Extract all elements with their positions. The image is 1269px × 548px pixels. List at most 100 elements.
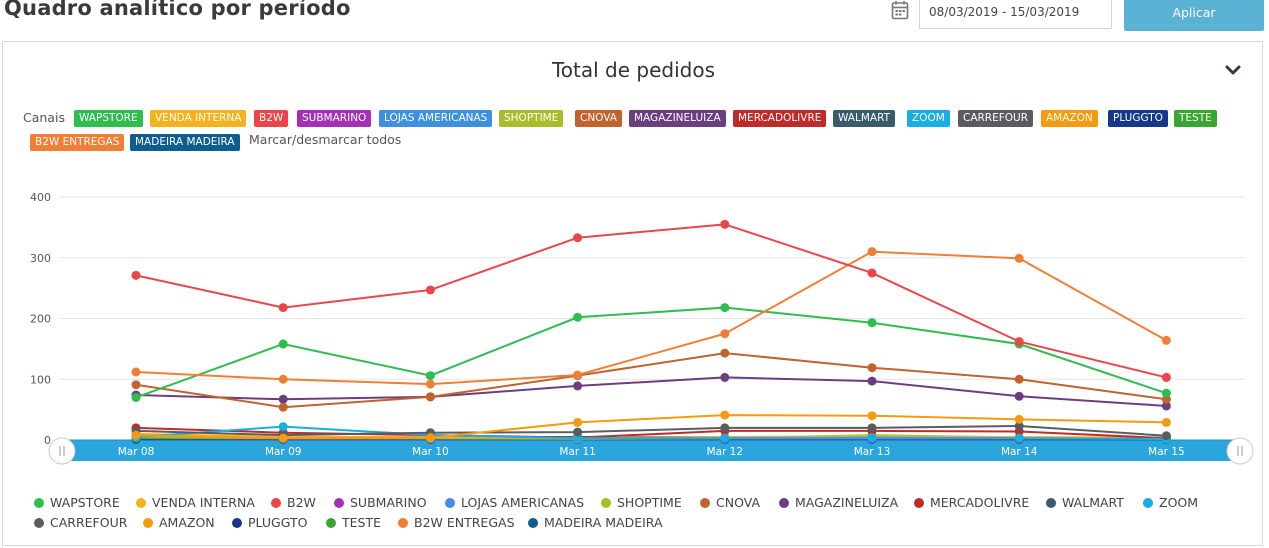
- data-point-magazineluiza[interactable]: [1161, 401, 1171, 411]
- data-point-b2w[interactable]: [1014, 337, 1024, 347]
- data-point-amazon[interactable]: [278, 433, 288, 443]
- legend-item-shoptime[interactable]: SHOPTIME: [601, 495, 682, 510]
- y-tick-label: 400: [30, 191, 51, 204]
- legend-item-venda-interna[interactable]: VENDA INTERNA: [136, 495, 255, 510]
- channel-tag-amazon[interactable]: AMAZON: [1041, 110, 1098, 127]
- legend-item-cnova[interactable]: CNOVA: [700, 495, 760, 510]
- series-line-mercadolivre: [135, 426, 1167, 440]
- channel-tag-lojas-americanas[interactable]: LOJAS AMERICANAS: [379, 110, 493, 127]
- data-point-carrefour[interactable]: [1161, 431, 1171, 441]
- data-point-cnova[interactable]: [278, 402, 288, 412]
- legend-item-lojas-americanas[interactable]: LOJAS AMERICANAS: [445, 495, 584, 510]
- data-point-carrefour[interactable]: [720, 423, 730, 433]
- date-range-input[interactable]: [919, 0, 1112, 29]
- data-point-wapstore[interactable]: [278, 339, 288, 349]
- navigator-handle-left[interactable]: [48, 437, 76, 465]
- data-point-b2w-entregas[interactable]: [573, 370, 583, 380]
- channel-tag-shoptime[interactable]: SHOPTIME: [499, 110, 564, 127]
- legend-item-zoom[interactable]: ZOOM: [1143, 495, 1198, 510]
- chevron-down-icon[interactable]: [1225, 64, 1241, 76]
- channel-tag-zoom[interactable]: ZOOM: [907, 110, 950, 127]
- data-point-cnova[interactable]: [425, 392, 435, 402]
- navigator-handle-right[interactable]: [1226, 437, 1254, 465]
- channel-tag-venda-interna[interactable]: VENDA INTERNA: [150, 110, 247, 127]
- data-point-cnova[interactable]: [867, 363, 877, 373]
- data-point-b2w[interactable]: [867, 268, 877, 278]
- data-point-b2w[interactable]: [425, 285, 435, 295]
- legend-item-wapstore[interactable]: WAPSTORE: [34, 495, 120, 510]
- data-point-b2w-entregas[interactable]: [720, 329, 730, 339]
- data-point-b2w-entregas[interactable]: [1161, 335, 1171, 345]
- data-point-amazon[interactable]: [425, 433, 435, 443]
- channel-tag-magazineluiza[interactable]: MAGAZINELUIZA: [629, 110, 726, 127]
- legend-label: SHOPTIME: [617, 495, 682, 510]
- data-point-carrefour[interactable]: [1014, 421, 1024, 431]
- legend-item-b2w[interactable]: B2W: [271, 495, 316, 510]
- legend-item-madeira-madeira[interactable]: MADEIRA MADEIRA: [528, 515, 663, 530]
- data-point-wapstore[interactable]: [867, 318, 877, 328]
- data-point-b2w[interactable]: [573, 233, 583, 243]
- data-point-b2w-entregas[interactable]: [278, 374, 288, 384]
- data-point-wapstore[interactable]: [425, 371, 435, 381]
- channel-tag-cnova[interactable]: CNOVA: [575, 110, 622, 127]
- data-point-b2w[interactable]: [1161, 372, 1171, 382]
- legend-item-amazon[interactable]: AMAZON: [143, 515, 215, 530]
- data-point-b2w-entregas[interactable]: [131, 367, 141, 377]
- legend-item-submarino[interactable]: SUBMARINO: [334, 495, 427, 510]
- data-point-b2w-entregas[interactable]: [1014, 253, 1024, 263]
- legend-label: TESTE: [342, 515, 382, 530]
- apply-button[interactable]: Aplicar: [1124, 0, 1264, 31]
- channel-tag-walmart[interactable]: WALMART: [833, 110, 896, 127]
- data-point-amazon[interactable]: [867, 411, 877, 421]
- data-point-b2w-entregas[interactable]: [425, 379, 435, 389]
- range-navigator-bar[interactable]: [62, 440, 1240, 461]
- data-point-cnova[interactable]: [1014, 374, 1024, 384]
- series-line-magazineluiza: [135, 376, 1167, 407]
- data-point-b2w-entregas[interactable]: [867, 247, 877, 257]
- channel-tag-carrefour[interactable]: CARREFOUR: [958, 110, 1034, 127]
- channel-tag-b2w-entregas[interactable]: B2W ENTREGAS: [30, 134, 125, 151]
- data-point-amazon[interactable]: [720, 410, 730, 420]
- data-point-cnova[interactable]: [131, 380, 141, 390]
- data-point-b2w[interactable]: [131, 270, 141, 280]
- channel-tag-teste[interactable]: TESTE: [1174, 110, 1217, 127]
- data-point-magazineluiza[interactable]: [1014, 391, 1024, 401]
- data-point-amazon[interactable]: [1014, 414, 1024, 424]
- data-point-cnova[interactable]: [720, 348, 730, 358]
- legend-item-magazineluiza[interactable]: MAGAZINELUIZA: [779, 495, 898, 510]
- data-point-wapstore[interactable]: [1161, 388, 1171, 398]
- data-point-zoom[interactable]: [278, 422, 288, 432]
- data-point-b2w[interactable]: [720, 219, 730, 229]
- data-point-wapstore[interactable]: [131, 392, 141, 402]
- data-point-amazon[interactable]: [573, 417, 583, 427]
- data-point-wapstore[interactable]: [573, 312, 583, 322]
- calendar-icon[interactable]: [891, 0, 909, 20]
- data-point-amazon[interactable]: [131, 430, 141, 440]
- channel-tag-pluggto[interactable]: PLUGGTO: [1108, 110, 1168, 127]
- data-point-carrefour[interactable]: [573, 427, 583, 437]
- channel-tag-b2w[interactable]: B2W: [254, 110, 289, 127]
- legend-item-teste[interactable]: TESTE: [326, 515, 381, 530]
- channel-tag-wapstore[interactable]: WAPSTORE: [74, 110, 143, 127]
- legend-item-carrefour[interactable]: CARREFOUR: [34, 515, 127, 530]
- channel-tag-submarino[interactable]: SUBMARINO: [297, 110, 372, 127]
- legend-item-pluggto[interactable]: PLUGGTO: [232, 515, 307, 530]
- data-point-zoom[interactable]: [720, 433, 730, 443]
- data-point-zoom[interactable]: [867, 433, 877, 443]
- data-point-amazon[interactable]: [1161, 417, 1171, 427]
- data-point-b2w[interactable]: [278, 303, 288, 313]
- channel-tag-mercadolivre[interactable]: MERCADOLIVRE: [733, 110, 827, 127]
- data-point-carrefour[interactable]: [867, 423, 877, 433]
- legend-item-mercadolivre[interactable]: MERCADOLIVRE: [914, 495, 1029, 510]
- toggle-all-channels-link[interactable]: Marcar/desmarcar todos: [249, 132, 402, 147]
- series-line-amazon: [135, 414, 1167, 440]
- channel-tag-madeira-madeira[interactable]: MADEIRA MADEIRA: [130, 134, 240, 151]
- legend-item-walmart[interactable]: WALMART: [1046, 495, 1124, 510]
- legend-item-b2w-entregas[interactable]: B2W ENTREGAS: [398, 515, 515, 530]
- data-point-wapstore[interactable]: [720, 303, 730, 313]
- data-point-magazineluiza[interactable]: [867, 376, 877, 386]
- data-point-magazineluiza[interactable]: [278, 394, 288, 404]
- data-point-magazineluiza[interactable]: [573, 381, 583, 391]
- data-point-zoom[interactable]: [1014, 433, 1024, 443]
- data-point-magazineluiza[interactable]: [720, 372, 730, 382]
